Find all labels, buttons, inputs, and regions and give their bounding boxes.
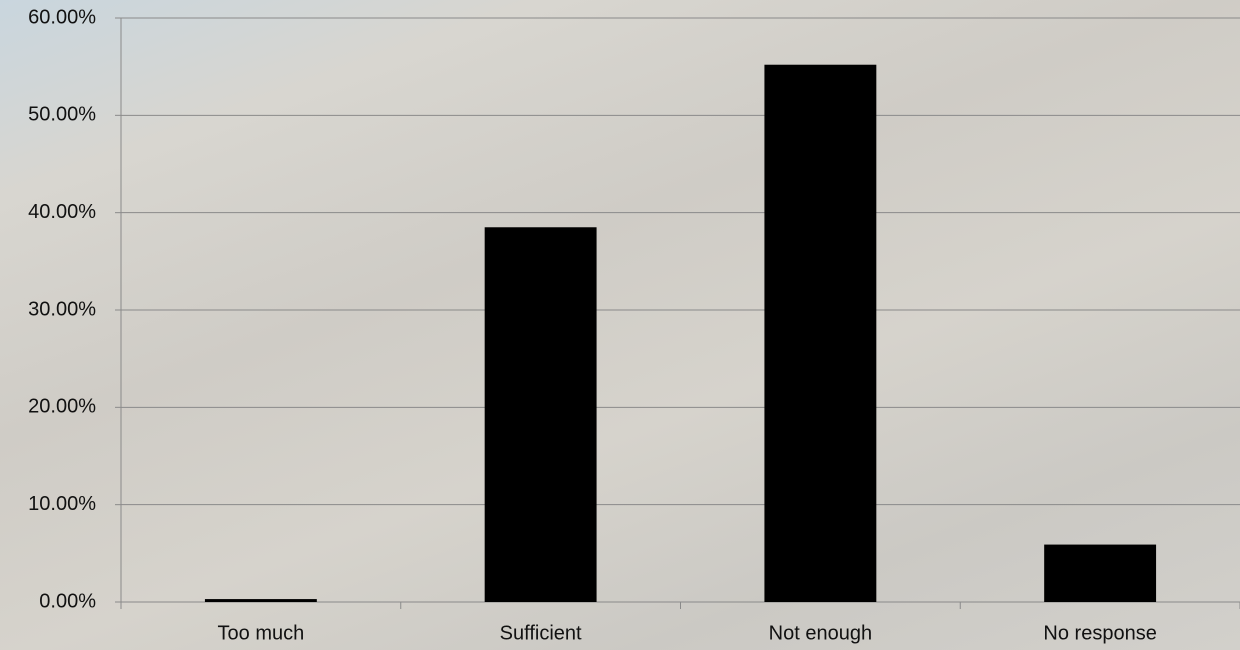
y-tick-label: 0.00% (39, 590, 96, 612)
y-tick-label: 50.00% (28, 104, 96, 126)
y-tick-label: 10.00% (28, 493, 96, 515)
x-tick-label: Not enough (769, 622, 872, 644)
bar (484, 227, 597, 602)
bar (764, 64, 877, 603)
y-tick-label: 40.00% (28, 201, 96, 223)
x-tick-label: Sufficient (500, 622, 582, 644)
bar (204, 599, 317, 602)
y-tick-label: 20.00% (28, 396, 96, 418)
x-tick-label: No response (1043, 622, 1156, 644)
x-tick-label: Too much (218, 622, 305, 644)
bar (1044, 544, 1157, 602)
y-tick-label: 60.00% (28, 6, 96, 28)
y-tick-label: 30.00% (28, 298, 96, 320)
